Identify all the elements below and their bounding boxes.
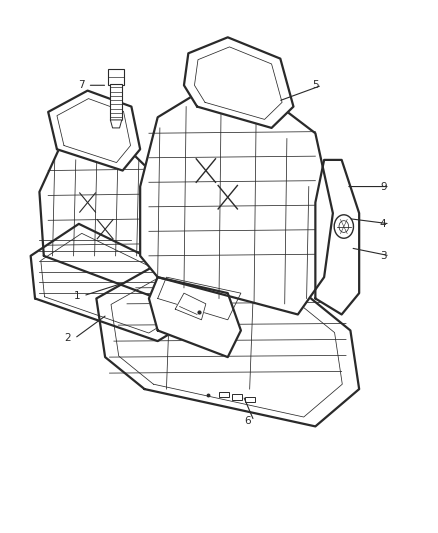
Bar bbox=[232, 394, 242, 400]
Text: 6: 6 bbox=[244, 416, 251, 426]
Polygon shape bbox=[110, 120, 122, 128]
Text: 3: 3 bbox=[380, 251, 387, 261]
Text: 9: 9 bbox=[380, 182, 387, 191]
Bar bbox=[110, 84, 122, 120]
Polygon shape bbox=[140, 96, 333, 314]
Circle shape bbox=[334, 215, 353, 238]
Bar bbox=[219, 392, 229, 397]
Text: 5: 5 bbox=[312, 80, 319, 90]
Text: 4: 4 bbox=[380, 219, 387, 229]
Polygon shape bbox=[184, 37, 293, 128]
Polygon shape bbox=[31, 224, 184, 341]
Bar bbox=[108, 69, 124, 85]
Polygon shape bbox=[48, 91, 140, 171]
Text: 7: 7 bbox=[78, 80, 85, 90]
Text: 1: 1 bbox=[73, 291, 80, 301]
Circle shape bbox=[339, 221, 349, 232]
Polygon shape bbox=[96, 266, 359, 426]
Text: 2: 2 bbox=[64, 334, 71, 343]
Polygon shape bbox=[149, 277, 241, 357]
Bar bbox=[245, 397, 255, 402]
Polygon shape bbox=[39, 144, 175, 298]
Polygon shape bbox=[175, 293, 206, 320]
Polygon shape bbox=[315, 160, 359, 314]
